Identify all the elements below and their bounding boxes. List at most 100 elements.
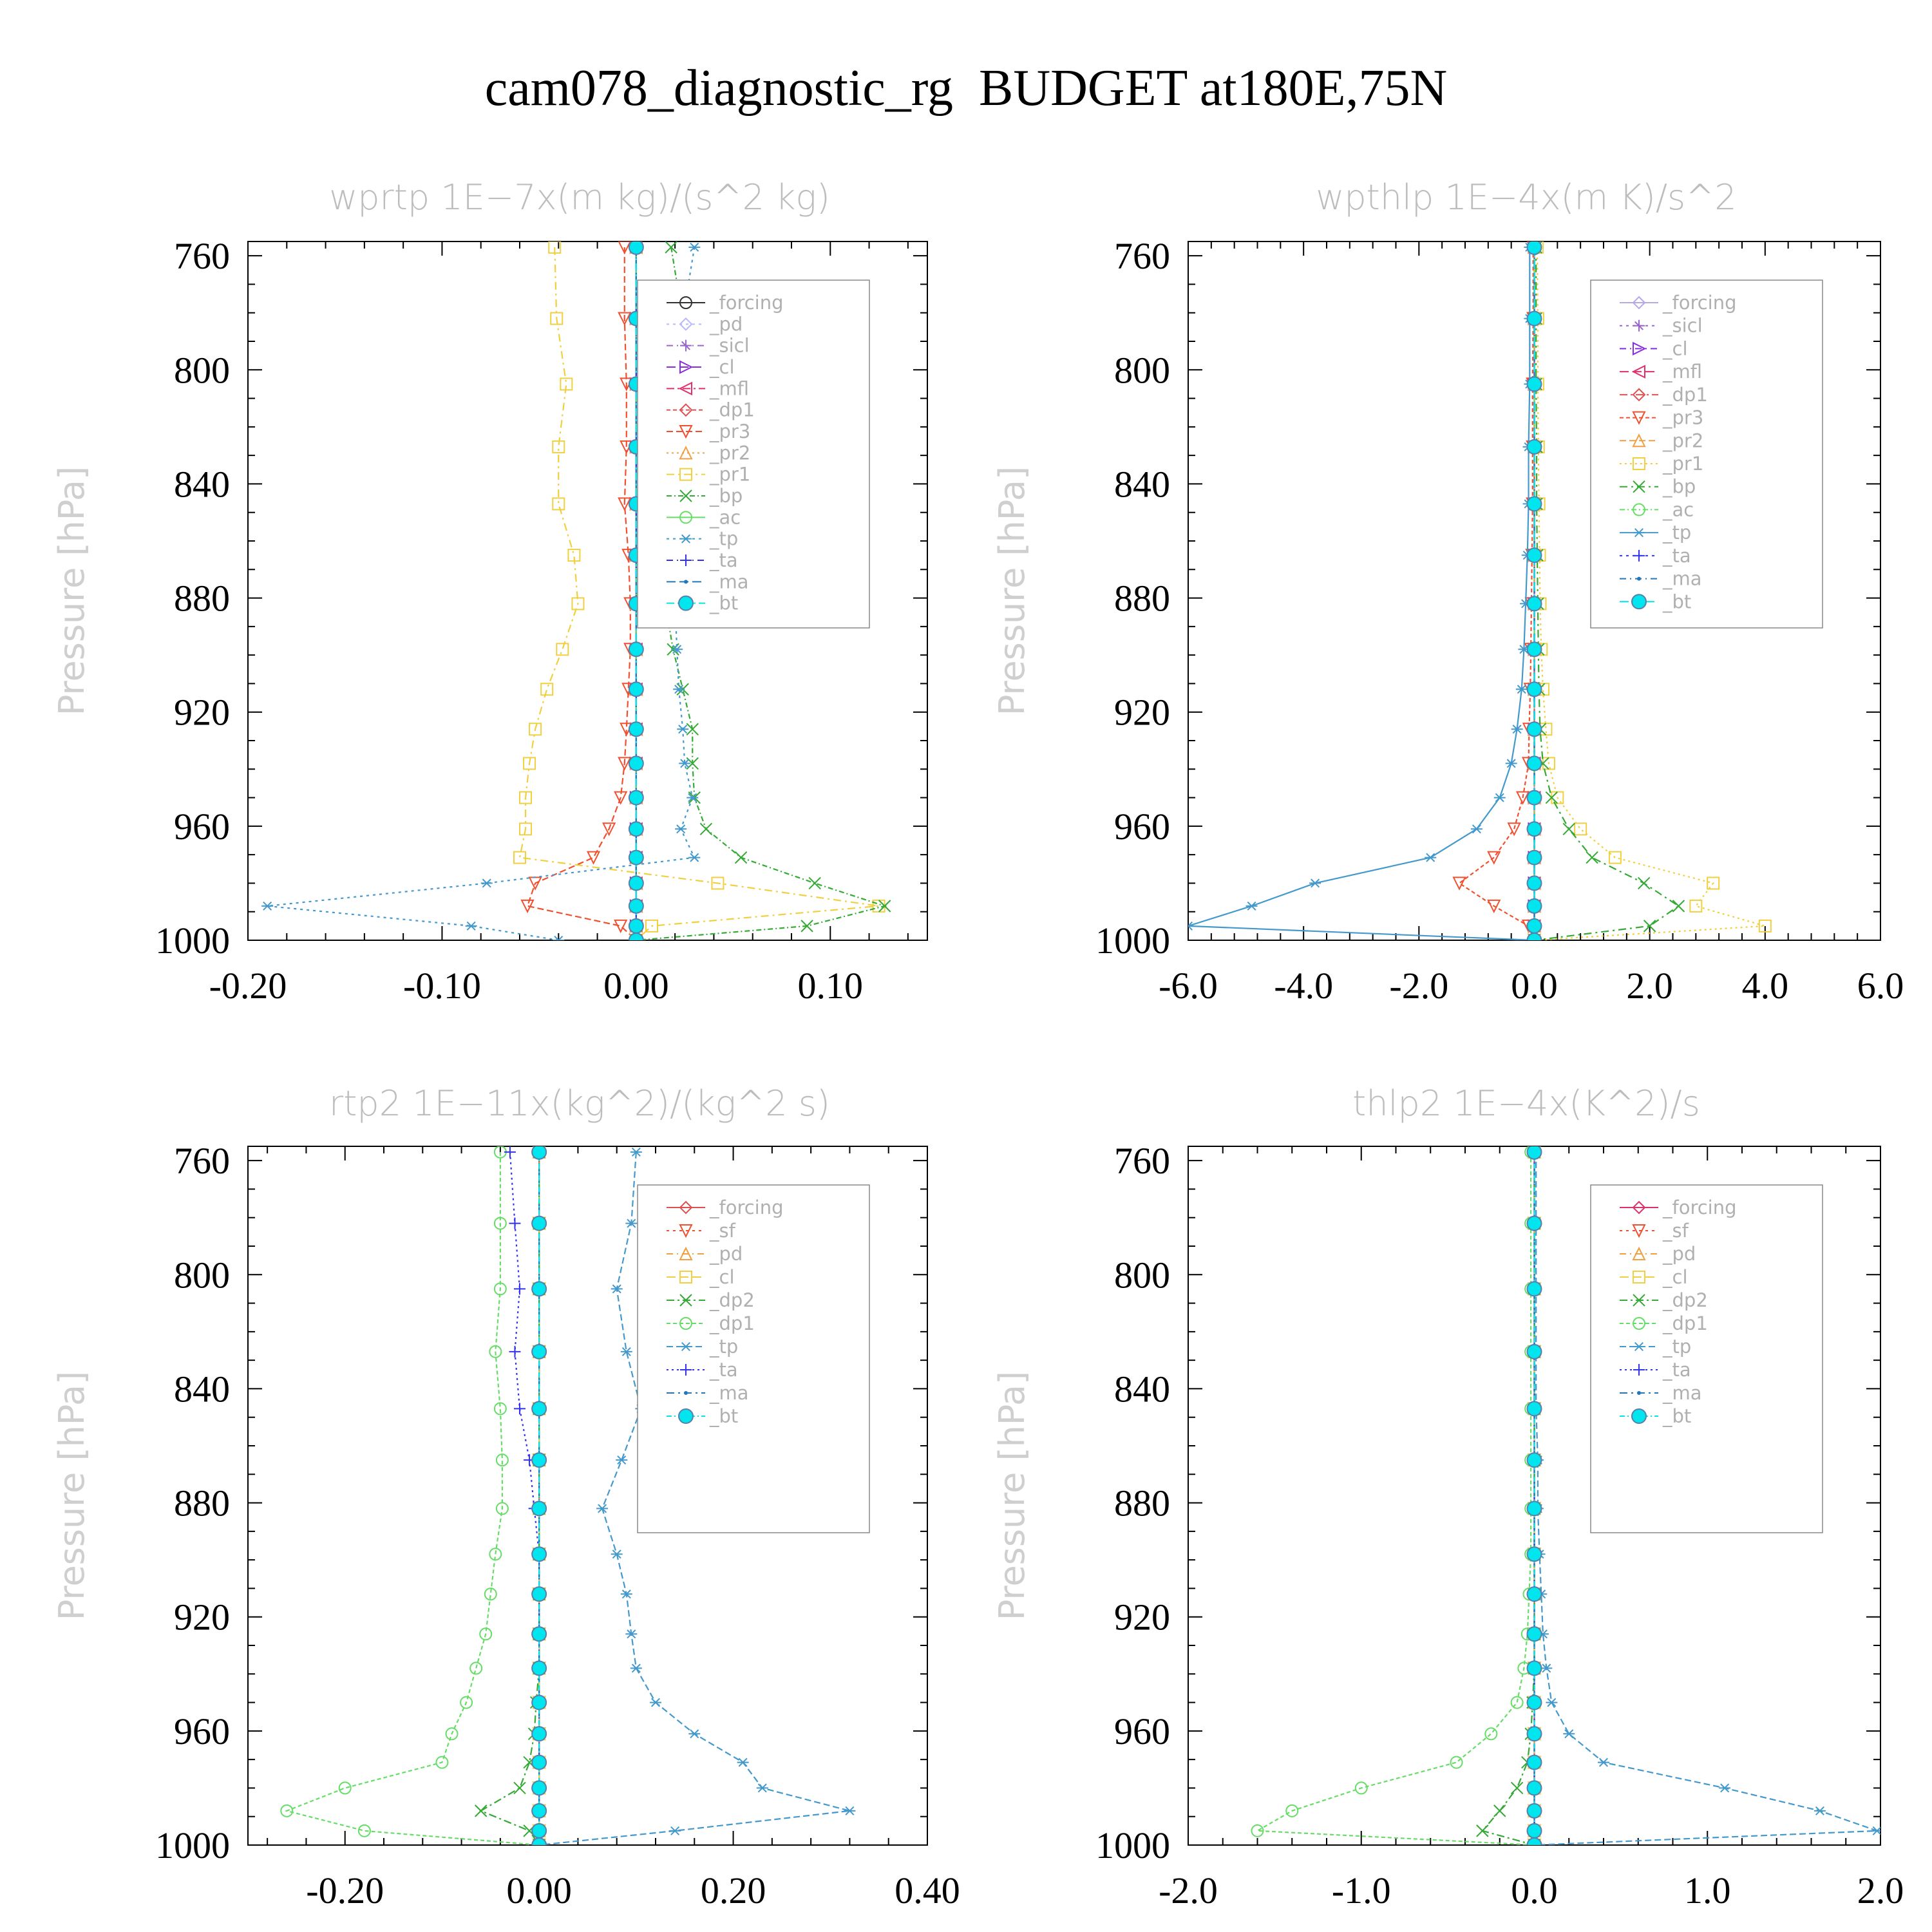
legend-label: _ac	[709, 506, 741, 528]
legend-label: _ma	[1662, 1382, 1702, 1404]
data-point-bt	[1526, 1146, 1542, 1160]
data-point-pr1	[1758, 919, 1772, 933]
data-point-bt	[1526, 790, 1542, 806]
legend-marker	[684, 1391, 688, 1395]
data-point-pr1	[519, 791, 533, 804]
legend-label: _bt	[709, 1405, 738, 1427]
data-point-tp	[625, 1629, 638, 1639]
panel-title: rtp2 1E−11x(kg^2)/(kg^2 s)	[329, 1083, 830, 1124]
data-point-tp	[261, 901, 274, 911]
panel-title: wpthlp 1E−4x(m K)/s^2	[1316, 177, 1737, 218]
plot-frame	[247, 1146, 928, 1846]
panel-4: 760 800 840 880 920 960 1000-2.0 -1.0 0.0 1.0 2.0 t…	[992, 1083, 1904, 1911]
data-point-bt	[628, 898, 644, 914]
data-point-tp	[1470, 824, 1482, 834]
data-point-bt	[628, 790, 644, 806]
data-point-bt	[531, 1215, 547, 1231]
legend-marker	[1633, 528, 1645, 538]
y-tick-label: 800	[174, 1254, 230, 1296]
data-point-dp1	[489, 1548, 502, 1561]
y-tick-label: 960	[174, 1710, 230, 1752]
y-tick-label: 1000	[1095, 1824, 1170, 1866]
y-tick-label: 760	[1114, 1140, 1170, 1182]
legend-label: _forcing	[1662, 1197, 1737, 1218]
data-point-bt	[1526, 641, 1542, 658]
data-point-tp	[596, 1504, 609, 1513]
legend-marker	[679, 468, 692, 481]
data-point-bt	[628, 242, 644, 255]
legend-marker	[679, 317, 693, 331]
legend-marker	[679, 1294, 692, 1307]
data-point-ta	[514, 1283, 526, 1295]
legend-label: _ma	[709, 571, 749, 592]
data-point-tp	[673, 685, 685, 694]
y-tick-label: 800	[1114, 1254, 1170, 1296]
x-tick-label: -6.0	[1159, 965, 1218, 1007]
x-tick-label: 0.40	[895, 1870, 960, 1911]
data-point-bt	[1526, 1546, 1542, 1562]
legend-marker	[678, 1408, 694, 1424]
legend-marker	[679, 489, 692, 502]
y-tick-label: 840	[174, 463, 230, 505]
data-point-dp1	[460, 1696, 473, 1709]
legend-label: _ta	[709, 549, 738, 571]
y-tick-label: 840	[1114, 463, 1170, 505]
data-point-bt	[531, 1586, 547, 1602]
legend-label: _dp1	[709, 1312, 755, 1334]
data-point-dp1	[435, 1756, 449, 1769]
legend-marker	[1631, 1408, 1647, 1424]
data-point-pr3	[1487, 899, 1501, 914]
data-point-pr1	[645, 919, 658, 933]
data-point-dp1	[1354, 1781, 1368, 1795]
data-point-pr3	[618, 312, 632, 326]
legend-marker	[1632, 1200, 1646, 1215]
legend-marker	[1632, 388, 1646, 402]
data-point-tp	[553, 935, 565, 940]
legend-marker	[680, 1341, 692, 1352]
data-point-pr3	[602, 822, 616, 837]
legend-marker	[1632, 1246, 1646, 1260]
series-group	[280, 1146, 856, 1845]
legend-marker	[1632, 296, 1646, 310]
data-point-bt	[1526, 821, 1542, 837]
legend-label: _cl	[709, 356, 735, 378]
data-point-bt	[628, 821, 644, 837]
y-tick-label: 960	[1114, 806, 1170, 848]
data-point-dp2	[1493, 1804, 1506, 1817]
data-point-tp	[616, 1455, 628, 1465]
legend-label: _forcing	[709, 292, 784, 314]
x-tick-label: 6.0	[1857, 965, 1904, 1007]
data-point-tp	[1719, 1783, 1731, 1793]
data-point-pr1	[540, 683, 554, 696]
legend-box	[1590, 1184, 1823, 1533]
legend-label: _sf	[709, 1220, 736, 1242]
legend-marker	[1633, 341, 1647, 356]
data-point-bt	[531, 1837, 547, 1845]
data-point-pr1	[552, 497, 565, 511]
series-line-tp	[1534, 1151, 1877, 1845]
legend: _forcing_sicl_cl_mfl_dp1_pr3_pr2_pr1_bp_…	[1590, 279, 1823, 629]
legend-marker	[1633, 1364, 1645, 1376]
data-point-pr3	[520, 899, 535, 914]
data-point-tp	[1493, 793, 1506, 802]
data-point-bt	[531, 1726, 547, 1742]
legend-marker	[1633, 457, 1645, 470]
x-tick-label: 0.00	[506, 1870, 572, 1911]
legend-marker	[1633, 549, 1645, 562]
data-point-bt	[531, 1780, 547, 1796]
series-line-dp2	[479, 1151, 540, 1845]
data-point-pr3	[618, 242, 631, 255]
legend-label: _pr2	[1662, 430, 1703, 451]
legend-marker	[1637, 576, 1641, 581]
y-tick-label: 960	[174, 806, 230, 848]
data-point-bt	[628, 918, 644, 934]
legend-label: _ac	[1662, 498, 1694, 520]
data-point-bt	[628, 875, 644, 891]
panel-3: 760 800 840 880 920 960 1000 -0.20 0.00 0.20 0.40 r…	[52, 1083, 960, 1911]
legend-label: _sicl	[709, 335, 750, 357]
data-point-bt	[531, 1452, 547, 1468]
data-point-bp	[699, 822, 713, 835]
data-point-pr1	[567, 549, 581, 562]
data-point-dp2	[1510, 1781, 1524, 1795]
data-point-bt	[1526, 918, 1542, 934]
